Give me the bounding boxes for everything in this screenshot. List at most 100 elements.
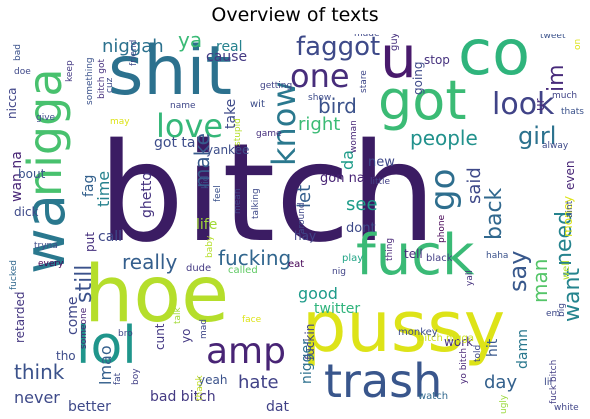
word-cloud-word: doe <box>14 67 31 77</box>
word-cloud-word: called <box>228 265 258 276</box>
word-cloud-word: name <box>170 101 196 111</box>
word-cloud-word: going <box>411 61 425 95</box>
word-cloud-word: co <box>458 34 531 89</box>
word-cloud-word: dat <box>266 399 289 414</box>
word-cloud-word: lol <box>76 316 137 376</box>
word-cloud-word: white <box>554 403 579 413</box>
word-cloud-word: little <box>370 177 391 187</box>
word-cloud-word: hit <box>485 338 501 358</box>
word-cloud-word: yo <box>179 328 193 344</box>
word-cloud-word: alway <box>542 141 569 151</box>
word-cloud-word: talk <box>173 307 183 324</box>
word-cloud-word: boy <box>131 368 141 385</box>
word-cloud-word: dude <box>186 263 212 274</box>
word-cloud-word: around <box>297 202 307 234</box>
word-cloud-word: fat <box>113 372 123 385</box>
word-cloud-word: got <box>378 69 467 132</box>
word-cloud-word: hay <box>294 229 317 243</box>
word-cloud-word: work <box>444 335 474 349</box>
word-cloud-word: may <box>110 117 130 127</box>
word-cloud-word: tell <box>404 247 423 261</box>
word-cloud-word: twitter <box>314 301 361 317</box>
word-cloud-word: dick <box>14 205 39 219</box>
word-cloud-word: go <box>423 169 463 212</box>
word-cloud-word: good <box>298 284 338 303</box>
word-cloud-word: pussy <box>302 286 506 368</box>
word-cloud-word: amp <box>206 331 286 372</box>
word-cloud-word: ghetto <box>139 172 155 219</box>
word-cloud-word: im <box>544 64 569 93</box>
word-cloud-word: face <box>242 315 262 325</box>
word-cloud-word: really <box>122 250 178 274</box>
word-cloud-word: black <box>426 253 453 264</box>
word-cloud-word: on <box>573 38 583 50</box>
word-cloud-word: retarded <box>13 291 27 343</box>
word-cloud-word: every <box>38 259 64 269</box>
word-cloud-word: made <box>354 34 380 39</box>
word-cloud-word: feel <box>213 185 223 202</box>
word-cloud-word: day <box>484 372 518 393</box>
word-cloud-word: think <box>14 360 65 384</box>
word-cloud-word: someone <box>79 307 89 349</box>
word-cloud-word: talking <box>251 187 261 219</box>
word-cloud-word: fuck bitch <box>549 359 559 404</box>
word-cloud-word: ya <box>178 34 203 52</box>
word-cloud-word: eat <box>288 259 305 270</box>
word-cloud-word: u <box>380 34 417 91</box>
word-cloud-word: said <box>464 166 485 204</box>
word-cloud-word: give <box>36 113 56 123</box>
word-cloud-word: thank <box>195 375 205 401</box>
word-cloud-word: stop <box>424 53 450 67</box>
word-cloud-word: much <box>552 91 578 101</box>
word-cloud-word: well <box>561 260 572 280</box>
word-cloud-word: play <box>342 253 364 264</box>
word-cloud-word: call <box>98 229 123 245</box>
word-cloud-word: love <box>156 107 224 145</box>
word-cloud-word: damn <box>515 328 531 369</box>
word-cloud-word: cause <box>206 49 248 65</box>
word-cloud-word: better <box>68 399 111 414</box>
word-cloud-word: people <box>410 126 478 150</box>
word-cloud-word: mad <box>199 318 209 339</box>
word-cloud-word: show <box>308 93 332 103</box>
word-cloud-word: getting <box>260 81 293 91</box>
word-cloud-word: nicca <box>6 87 19 120</box>
word-cloud-word: cuz <box>105 77 115 93</box>
word-cloud-word: even <box>563 160 577 191</box>
word-cloud-word: faggot <box>296 34 381 62</box>
word-cloud-word: yankee <box>206 143 250 157</box>
word-cloud-word: fucking <box>218 246 292 270</box>
word-cloud-word: life <box>196 217 218 233</box>
word-cloud-word: keep <box>65 60 75 82</box>
word-cloud-word: guy <box>389 34 400 51</box>
word-cloud-word: game <box>256 129 282 139</box>
word-cloud-word: big <box>557 302 567 317</box>
word-cloud-word: gon na <box>320 171 365 186</box>
word-cloud-word: tweet <box>540 34 566 41</box>
chart-title: Overview of texts <box>211 4 379 26</box>
word-cloud-word: haha <box>486 251 509 261</box>
word-cloud-word: monkey <box>398 327 438 338</box>
word-cloud-word: shit <box>108 34 233 111</box>
word-cloud-word: time <box>94 171 113 208</box>
word-cloud-word: lmao <box>96 345 115 386</box>
word-cloud-word: friend <box>129 39 139 66</box>
word-cloud-word: hoe <box>84 250 230 340</box>
word-cloud-word: watch <box>418 391 449 402</box>
word-cloud-word: stupid <box>233 117 243 146</box>
word-cloud-word: never <box>14 388 60 407</box>
word-cloud-word: tho <box>56 349 76 363</box>
word-cloud-word: tryna <box>34 241 58 251</box>
word-cloud-word: hate <box>238 372 279 393</box>
word-cloud-word: fuck <box>356 223 475 288</box>
word-cloud-word: real <box>216 39 243 55</box>
word-cloud-word: lil <box>544 377 553 388</box>
word-cloud-word: thing <box>385 237 395 261</box>
word-cloud-word: new <box>368 155 395 170</box>
word-cloud-word: bad <box>13 43 23 61</box>
word-cloud-word: bitch <box>98 115 437 273</box>
word-cloud-word: man <box>528 258 552 303</box>
word-cloud-word: bout <box>18 167 46 181</box>
word-cloud-word: baby <box>205 235 215 258</box>
word-cloud: bitch pussy hoe co u shit got fuck nigga wa lol tra… <box>6 34 584 414</box>
